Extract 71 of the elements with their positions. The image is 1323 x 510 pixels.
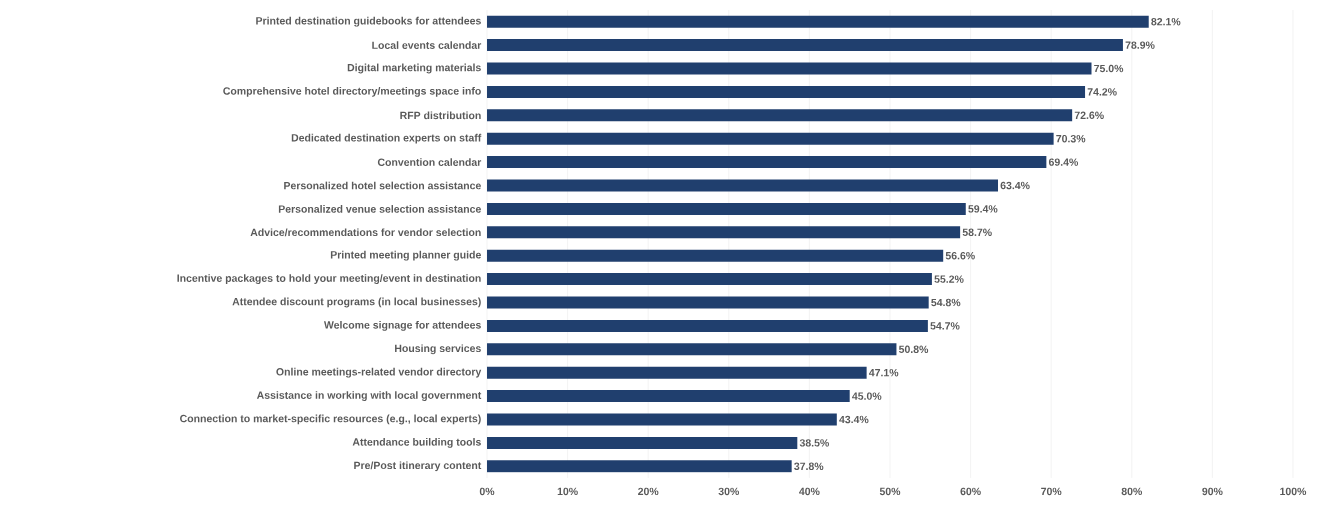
bar	[487, 249, 944, 262]
y-tick-label: Printed destination guidebooks for attendees	[256, 16, 481, 27]
y-tick-label: Printed meeting planner guide	[330, 250, 481, 261]
bar	[487, 85, 1086, 98]
y-tick-label: Digital marketing materials	[347, 63, 481, 74]
y-tick-label: Welcome signage for attendees	[323, 320, 481, 331]
bar	[487, 202, 966, 215]
x-tick-label: 100%	[1280, 487, 1307, 496]
y-tick-label: Personalized venue selection assistance	[278, 205, 481, 213]
data-label: 82.1%	[1151, 17, 1181, 26]
bar	[487, 273, 932, 286]
data-label: 75.0%	[1094, 64, 1124, 73]
x-tick-label: 80%	[1121, 487, 1143, 496]
bar	[487, 319, 928, 332]
data-label: 56.6%	[945, 251, 975, 260]
y-tick-label: Incentive packages to hold your meeting/event in destination	[177, 274, 481, 285]
data-label: 43.4%	[839, 415, 869, 424]
bar	[487, 179, 999, 192]
y-tick-label: Advice/recommendations for vendor selection	[250, 228, 481, 237]
data-label: 38.5%	[799, 439, 829, 447]
y-tick-label: Pre/Post itinerary content	[354, 461, 482, 472]
data-label: 54.8%	[931, 298, 961, 307]
y-tick-label: RFP distribution	[400, 111, 481, 120]
data-label: 72.6%	[1074, 111, 1104, 120]
x-tick-label: 30%	[718, 487, 740, 496]
data-label: 58.7%	[962, 228, 992, 237]
bar	[487, 132, 1054, 145]
bar	[487, 226, 961, 239]
bar	[487, 15, 1149, 28]
bar	[487, 62, 1092, 75]
data-label: 70.3%	[1056, 134, 1086, 143]
bar	[487, 436, 798, 449]
y-tick-label: Housing services	[395, 344, 481, 355]
x-tick-label: 20%	[638, 487, 659, 496]
x-tick-label: 70%	[1041, 487, 1062, 496]
x-tick-label: 60%	[960, 487, 981, 496]
bar	[487, 413, 837, 426]
bar	[487, 366, 867, 379]
y-tick-label: Convention calendar	[377, 158, 482, 166]
data-label: 54.7%	[930, 322, 960, 330]
x-tick-label: 50%	[879, 487, 901, 496]
bar	[487, 39, 1123, 52]
y-tick-label: Assistance in working with local government	[256, 391, 482, 402]
bar	[487, 390, 850, 403]
x-tick-label: 0%	[479, 487, 495, 496]
bar	[487, 343, 897, 356]
data-label: 59.4%	[968, 205, 998, 213]
data-label: 47.1%	[868, 369, 899, 377]
data-label: 45.0%	[852, 392, 882, 400]
bar	[487, 296, 929, 309]
y-tick-label: Attendance building tools	[352, 437, 481, 448]
y-tick-label: Connection to market-specific resources (e.g., local experts)	[180, 414, 481, 425]
y-tick-label: Comprehensive hotel directory/meetings space info	[223, 86, 481, 97]
bar	[487, 156, 1047, 169]
y-tick-label: Online meetings-related vendor directory	[276, 367, 482, 378]
y-tick-label: Dedicated destination experts on staff	[291, 133, 482, 144]
y-tick-label: Attendee discount programs (in local businesses)	[232, 297, 481, 308]
y-tick-label: Personalized hotel selection assistance	[284, 181, 481, 190]
data-label: 37.8%	[794, 462, 824, 471]
y-tick-label: Local events calendar	[372, 41, 482, 49]
data-label: 63.4%	[1000, 181, 1030, 190]
x-tick-label: 10%	[557, 487, 578, 496]
x-tick-label: 90%	[1202, 487, 1223, 496]
data-label: 78.9%	[1125, 41, 1155, 49]
data-label: 55.2%	[934, 275, 964, 283]
bar	[487, 109, 1073, 122]
data-label: 74.2%	[1087, 88, 1117, 96]
x-tick-label: 40%	[799, 487, 820, 496]
data-label: 69.4%	[1048, 158, 1079, 166]
data-label: 50.8%	[898, 345, 929, 354]
bar	[487, 460, 792, 473]
